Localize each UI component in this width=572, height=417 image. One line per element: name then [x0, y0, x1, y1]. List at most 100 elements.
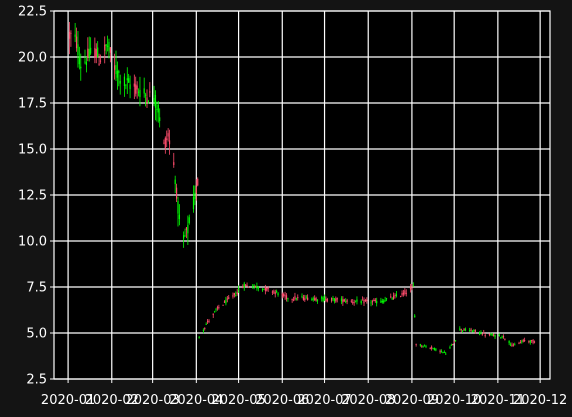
- x-tick-label: 2020-09: [385, 393, 439, 408]
- candle-body: [153, 97, 155, 103]
- candle-body: [435, 348, 437, 351]
- y-tick-label: 10.0: [18, 235, 47, 250]
- candle-body: [123, 76, 126, 87]
- y-tick-label: 12.5: [18, 189, 47, 204]
- candle-body: [529, 340, 531, 343]
- candle-body: [195, 187, 197, 194]
- y-tick-label: 17.5: [18, 97, 47, 112]
- candle-body: [370, 302, 372, 304]
- candle-body: [469, 330, 471, 332]
- candle-body: [167, 133, 169, 137]
- candle-body: [253, 284, 255, 287]
- candle-body: [346, 299, 348, 302]
- candle-body: [266, 287, 268, 291]
- candle-body: [445, 353, 447, 355]
- candle-body: [491, 334, 493, 336]
- candle-body: [425, 346, 427, 348]
- candle-body: [501, 336, 503, 338]
- candle-body: [511, 344, 513, 346]
- candle-body: [99, 60, 102, 62]
- candle-body: [502, 335, 505, 338]
- candle-body: [185, 227, 188, 230]
- candle-body: [133, 83, 135, 87]
- candle-body: [236, 292, 238, 295]
- candle-body: [274, 291, 276, 295]
- candle-body: [149, 91, 151, 93]
- candle-body: [74, 34, 76, 37]
- candle-body: [493, 334, 495, 337]
- candle-body: [109, 47, 111, 53]
- candle-body: [519, 342, 522, 344]
- candle-body: [470, 329, 472, 332]
- candle-body: [84, 61, 86, 63]
- candle-body: [68, 31, 71, 39]
- candle-body: [294, 296, 296, 300]
- candle-body: [205, 323, 207, 325]
- plot-frame: [53, 10, 551, 380]
- candle-body: [281, 293, 283, 296]
- candle-body: [154, 94, 157, 108]
- candle-body: [522, 339, 524, 342]
- candle-body: [366, 299, 368, 302]
- candle-body: [314, 298, 316, 301]
- candle-body: [135, 84, 137, 94]
- candle-body: [488, 333, 491, 335]
- candle-body: [532, 340, 534, 343]
- candle-body: [164, 137, 166, 149]
- x-tick-label: 2020-11: [471, 393, 525, 408]
- candle-body: [263, 288, 265, 290]
- candle-body: [373, 300, 375, 302]
- candle-body: [287, 298, 289, 300]
- candle-body: [512, 344, 514, 346]
- candles: [68, 21, 536, 355]
- x-tick-label: 2020-05: [211, 393, 265, 408]
- candle-body: [104, 44, 106, 51]
- candle-body: [330, 297, 333, 301]
- candle-body: [374, 299, 376, 302]
- candle-body: [305, 296, 307, 298]
- candle-body: [471, 331, 474, 333]
- candle-body: [267, 287, 269, 289]
- candle-body: [139, 89, 141, 98]
- candle-body: [163, 142, 165, 144]
- candle-body: [115, 64, 117, 74]
- candle-body: [175, 187, 178, 199]
- candle-body: [94, 47, 96, 58]
- candle-body: [285, 295, 288, 300]
- candle-body: [192, 196, 195, 210]
- candle-body: [454, 340, 457, 342]
- candle-body: [143, 88, 145, 94]
- y-tick-label: 15.0: [18, 143, 47, 158]
- candle-body: [188, 217, 190, 224]
- candle-body: [183, 235, 185, 239]
- candle-body: [204, 327, 206, 329]
- candle-body: [315, 298, 317, 301]
- candle-body: [432, 348, 434, 350]
- candle-body: [90, 47, 92, 54]
- candle-body: [528, 341, 530, 343]
- candle-body: [409, 287, 412, 290]
- candle-body: [235, 295, 237, 297]
- candle-body: [129, 84, 131, 90]
- candle-body: [246, 285, 248, 287]
- candle-body: [95, 48, 97, 58]
- candle-body: [291, 299, 293, 301]
- candle-body: [429, 347, 431, 349]
- candle-body: [336, 298, 338, 300]
- candle-body: [380, 300, 382, 303]
- candle-body: [156, 108, 158, 110]
- candle-body: [335, 298, 337, 302]
- candle-body: [474, 329, 476, 332]
- candle-body: [332, 298, 334, 300]
- candle-body: [128, 78, 130, 83]
- candle-body: [490, 334, 492, 336]
- candle-body: [237, 288, 240, 291]
- candle-body: [419, 344, 421, 346]
- candle-body: [166, 138, 168, 140]
- candle-body: [80, 66, 82, 69]
- candle-body: [321, 297, 323, 299]
- candle-body: [113, 65, 116, 70]
- candle-body: [256, 285, 258, 289]
- candle-body: [302, 296, 305, 300]
